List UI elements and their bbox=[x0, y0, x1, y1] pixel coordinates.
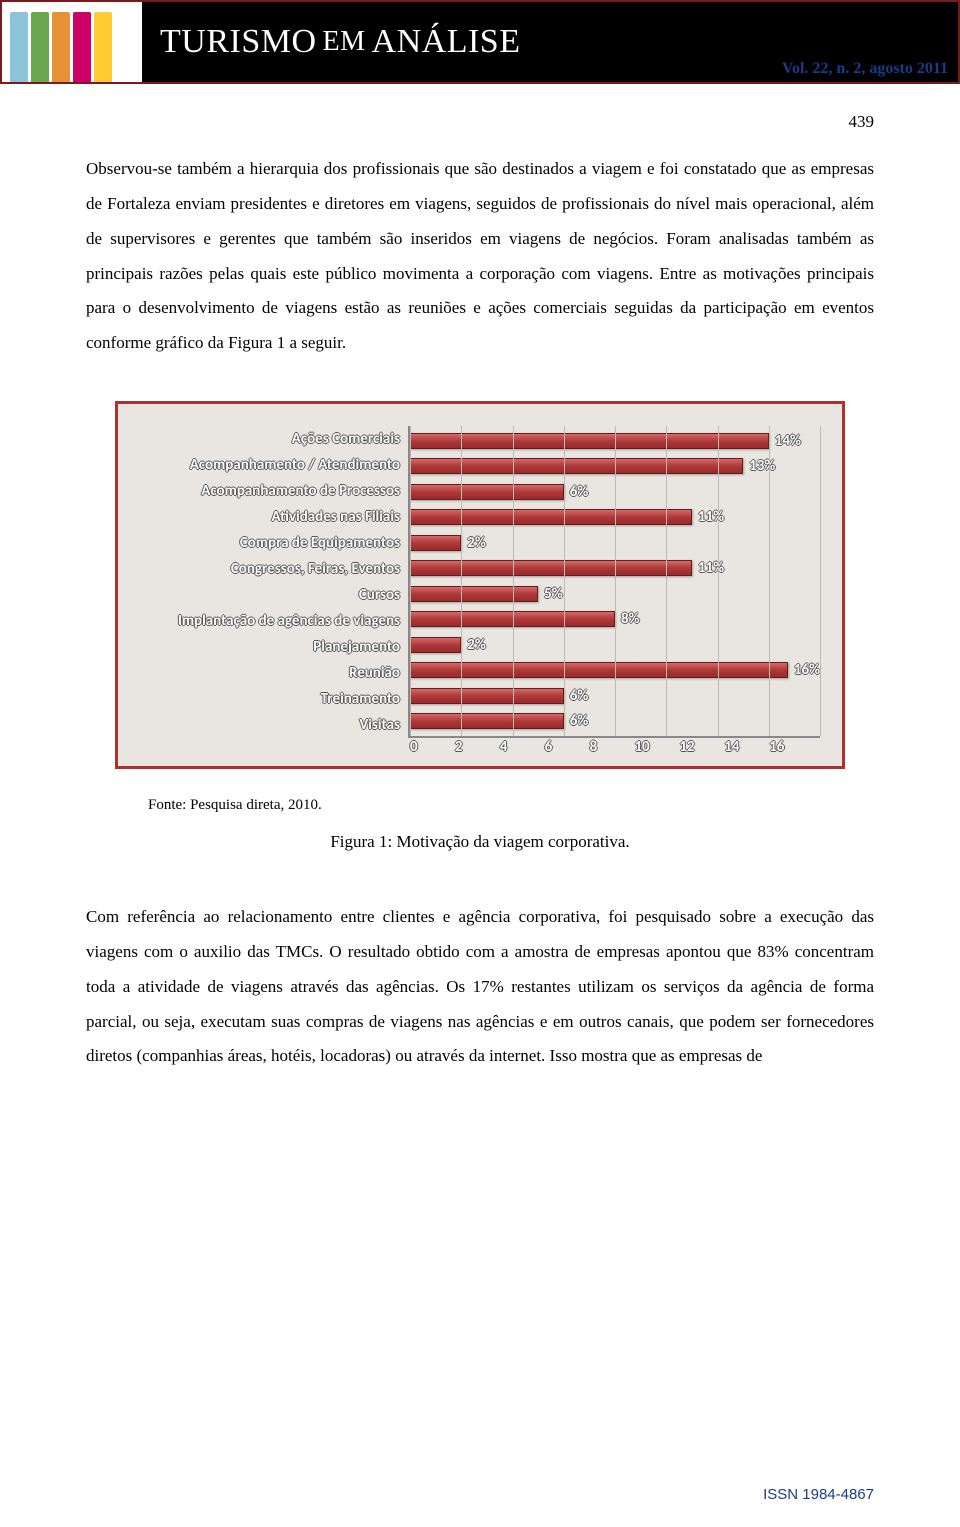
chart-bar-value: 8% bbox=[621, 610, 640, 628]
chart-x-tick: 16 bbox=[769, 738, 814, 756]
chart-x-tick: 10 bbox=[634, 738, 679, 756]
chart-bar bbox=[410, 586, 538, 602]
volume-info: Vol. 22, n. 2, agosto 2011 bbox=[782, 60, 948, 78]
figure-1-chart: Ações ComerciaisAcompanhamento / Atendim… bbox=[115, 401, 845, 769]
chart-category-label: Compra de Equipamentos bbox=[140, 530, 400, 556]
chart-category-label: Visitas bbox=[140, 712, 400, 738]
chart-x-tick: 2 bbox=[455, 738, 500, 756]
page-number: 439 bbox=[0, 84, 960, 132]
chart-gridline bbox=[461, 426, 462, 736]
chart-bar-value: 14% bbox=[775, 432, 801, 450]
chart-bar bbox=[410, 560, 692, 576]
chart-bar-value: 2% bbox=[467, 636, 486, 654]
figure-source: Fonte: Pesquisa direta, 2010. bbox=[0, 769, 960, 814]
paragraph-1: Observou-se também a hierarquia dos prof… bbox=[0, 132, 960, 361]
chart-gridline bbox=[769, 426, 770, 736]
chart-plot-area: 14%13% 6% 11% 2% 11% 5% 8% 2% 16% 6% 6% bbox=[408, 426, 820, 738]
chart-category-label: Planejamento bbox=[140, 634, 400, 660]
chart-bar bbox=[410, 509, 692, 525]
chart-gridline bbox=[564, 426, 565, 736]
chart-bar bbox=[410, 535, 461, 551]
chart-gridline bbox=[513, 426, 514, 736]
book-spine bbox=[10, 12, 28, 82]
chart-bar bbox=[410, 433, 769, 449]
chart-category-label: Atividades nas Filiais bbox=[140, 504, 400, 530]
chart-bar-value: 11% bbox=[698, 508, 724, 526]
chart-gridline bbox=[615, 426, 616, 736]
chart-bar-value: 6% bbox=[570, 687, 589, 705]
banner-books-graphic bbox=[2, 2, 142, 82]
chart-bar-value: 16% bbox=[794, 661, 820, 679]
title-part-3: ANÁLISE bbox=[372, 23, 521, 61]
book-spine bbox=[31, 12, 49, 82]
issn-label: ISSN 1984-4867 bbox=[763, 1486, 874, 1503]
chart-bar-value: 6% bbox=[570, 712, 589, 730]
chart-category-label: Acompanhamento / Atendimento bbox=[140, 452, 400, 478]
book-spine bbox=[73, 12, 91, 82]
chart-category-label: Treinamento bbox=[140, 686, 400, 712]
chart-x-tick: 4 bbox=[500, 738, 545, 756]
chart-x-tick: 8 bbox=[590, 738, 635, 756]
chart-bar-value: 6% bbox=[570, 483, 589, 501]
title-part-1: TURISMO bbox=[160, 23, 317, 61]
chart-category-label: Ações Comerciais bbox=[140, 426, 400, 452]
chart-x-tick: 0 bbox=[410, 738, 455, 756]
chart-gridline bbox=[820, 426, 821, 736]
chart-category-label: Reunião bbox=[140, 660, 400, 686]
figure-caption: Figura 1: Motivação da viagem corporativ… bbox=[0, 814, 960, 852]
chart-bar bbox=[410, 662, 788, 678]
title-part-2: EM bbox=[323, 26, 366, 58]
chart-y-labels: Ações ComerciaisAcompanhamento / Atendim… bbox=[140, 426, 408, 738]
chart-bar bbox=[410, 713, 564, 729]
chart-x-tick: 14 bbox=[724, 738, 769, 756]
chart-bar-value: 11% bbox=[698, 559, 724, 577]
chart-category-label: Implantação de agências de viagens bbox=[140, 608, 400, 634]
journal-banner: TURISMO EM ANÁLISE Vol. 22, n. 2, agosto… bbox=[0, 0, 960, 84]
chart-category-label: Acompanhamento de Processos bbox=[140, 478, 400, 504]
chart-gridline bbox=[718, 426, 719, 736]
chart-bar-value: 2% bbox=[467, 534, 486, 552]
chart-x-tick: 12 bbox=[679, 738, 724, 756]
chart-x-tick: 6 bbox=[545, 738, 590, 756]
book-spine bbox=[52, 12, 70, 82]
chart-bar bbox=[410, 484, 564, 500]
chart-gridline bbox=[666, 426, 667, 736]
chart-x-axis: 0246810121416 bbox=[408, 738, 820, 756]
chart-bar-value: 13% bbox=[749, 457, 775, 475]
paragraph-2: Com referência ao relacionamento entre c… bbox=[0, 852, 960, 1074]
chart-bar bbox=[410, 688, 564, 704]
chart-category-label: Congressos, Feiras, Eventos bbox=[140, 556, 400, 582]
chart-bar bbox=[410, 458, 743, 474]
chart-bar-value: 5% bbox=[544, 585, 563, 603]
book-spine bbox=[94, 12, 112, 82]
chart-area: Ações ComerciaisAcompanhamento / Atendim… bbox=[140, 426, 820, 738]
chart-category-label: Cursos bbox=[140, 582, 400, 608]
chart-bar bbox=[410, 637, 461, 653]
chart-gridline bbox=[410, 426, 411, 736]
